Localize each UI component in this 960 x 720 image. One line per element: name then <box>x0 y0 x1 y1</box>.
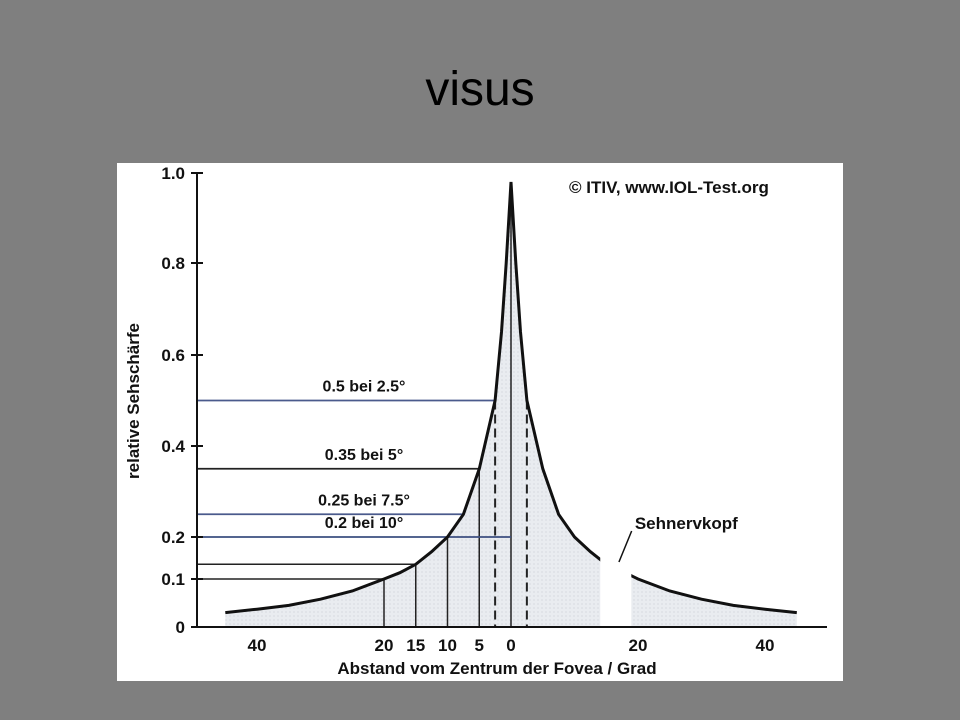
annotation-lines <box>197 399 511 538</box>
x-axis-label: Abstand vom Zentrum der Fovea / Grad <box>337 659 656 678</box>
copyright-text: © ITIV, www.IOL-Test.org <box>569 178 769 197</box>
y-tick-label: 0.1 <box>161 570 185 589</box>
y-ticks: 0 0.1 0.2 0.4 0.6 0.8 1.0 <box>161 164 203 637</box>
x-tick-label: 10 <box>438 636 457 655</box>
chart-frame: Sehnervkopf 0 0.1 0.2 0.4 0.6 0.8 1.0 40 20 15 10… <box>117 163 843 681</box>
annotation-labels: 0.5 bei 2.5° 0.35 bei 5° 0.25 bei 7.5° 0.2 … <box>318 379 410 533</box>
x-ticks: 40 20 15 10 5 0 20 40 <box>248 636 775 655</box>
annotation-label: 0.2 bei 10° <box>325 515 403 532</box>
y-tick-label: 0.4 <box>161 437 185 456</box>
y-tick-label: 0 <box>176 618 185 637</box>
y-tick-label: 0.8 <box>161 254 185 273</box>
annotation-label: 0.35 bei 5° <box>325 447 403 464</box>
y-axis-label: relative Sehschärfe <box>124 323 143 479</box>
x-tick-label: 40 <box>756 636 775 655</box>
x-tick-label: 5 <box>475 636 484 655</box>
visus-chart: Sehnervkopf 0 0.1 0.2 0.4 0.6 0.8 1.0 40 20 15 10… <box>124 164 827 678</box>
y-tick-label: 0.2 <box>161 528 185 547</box>
y-tick-label: 0.6 <box>161 346 185 365</box>
annotation-label: 0.25 bei 7.5° <box>318 492 410 509</box>
drop-lines <box>197 182 528 627</box>
blind-spot-pointer <box>618 530 633 563</box>
x-tick-label: 40 <box>248 636 267 655</box>
y-tick-label: 1.0 <box>161 164 185 183</box>
blind-spot-label: Sehnervkopf <box>635 514 738 533</box>
slide-title: visus <box>425 63 535 116</box>
x-tick-label: 0 <box>506 636 515 655</box>
annotation-label: 0.5 bei 2.5° <box>323 379 406 396</box>
acuity-curve <box>225 181 797 615</box>
x-tick-label: 20 <box>629 636 648 655</box>
blind-spot-gap <box>600 535 632 626</box>
x-tick-label: 15 <box>406 636 425 655</box>
x-tick-label: 20 <box>375 636 394 655</box>
